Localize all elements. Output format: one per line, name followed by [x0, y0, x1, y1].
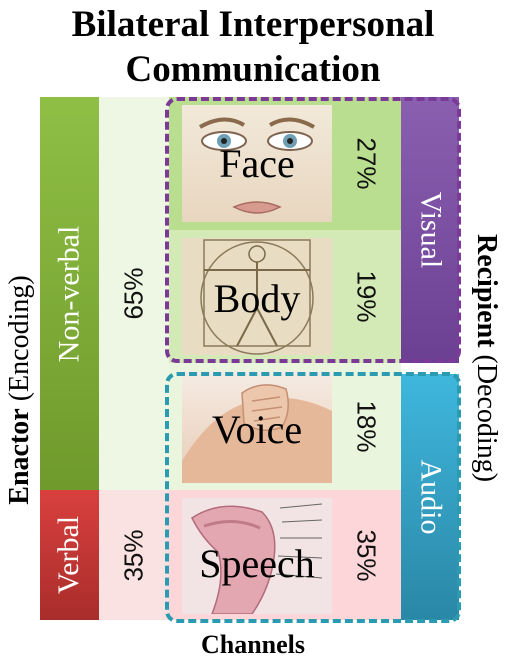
diagram-title-line-2: Communication [125, 49, 381, 90]
vitruvian-man-illustration-icon [182, 238, 332, 355]
channel-row-voice: Voice 18% [169, 363, 401, 490]
channels-caption: Channels [200, 630, 306, 659]
nonverbal-bar: Non-verbal [40, 97, 99, 490]
vocal-tract-illustration-icon [182, 498, 332, 615]
verbal-percent-cell: 35% [99, 490, 169, 620]
channel-row-speech: Speech 35% [169, 490, 401, 620]
visual-group-frame [165, 97, 461, 363]
nonverbal-percent: 65% [118, 267, 149, 320]
nonverbal-label: Non-verbal [52, 225, 86, 362]
channel-label-speech: Speech [199, 541, 315, 586]
recipient-caption: Recipient (Decoding) [470, 234, 502, 482]
diagram-title-line-1: Bilateral Interpersonal [71, 4, 435, 45]
verbal-percent: 35% [118, 528, 149, 582]
channel-label-face: Face [219, 141, 295, 186]
visual-bar: Visual [401, 97, 459, 363]
audio-group-frame [165, 372, 461, 623]
enactor-caption: Enactor (Encoding) [4, 275, 36, 504]
enactor-caption-bold: Enactor [4, 408, 35, 505]
face-illustration-icon [182, 105, 332, 222]
audio-bar: Audio [401, 374, 459, 620]
recipient-caption-bold: Recipient [471, 233, 502, 348]
channel-label-voice: Voice [211, 407, 303, 452]
enactor-caption-rest: (Encoding) [4, 275, 35, 409]
channel-row-body: Body 19% [169, 230, 401, 363]
verbal-bar: Verbal [40, 490, 99, 620]
nonverbal-percent-cell: 65% [99, 97, 169, 490]
recipient-caption-rest: (Decoding) [471, 347, 502, 483]
channel-label-body: Body [213, 276, 301, 321]
verbal-label: Verbal [52, 515, 86, 595]
channel-row-face: Face 27% [169, 97, 401, 230]
hand-to-mouth-illustration-icon [182, 371, 332, 483]
